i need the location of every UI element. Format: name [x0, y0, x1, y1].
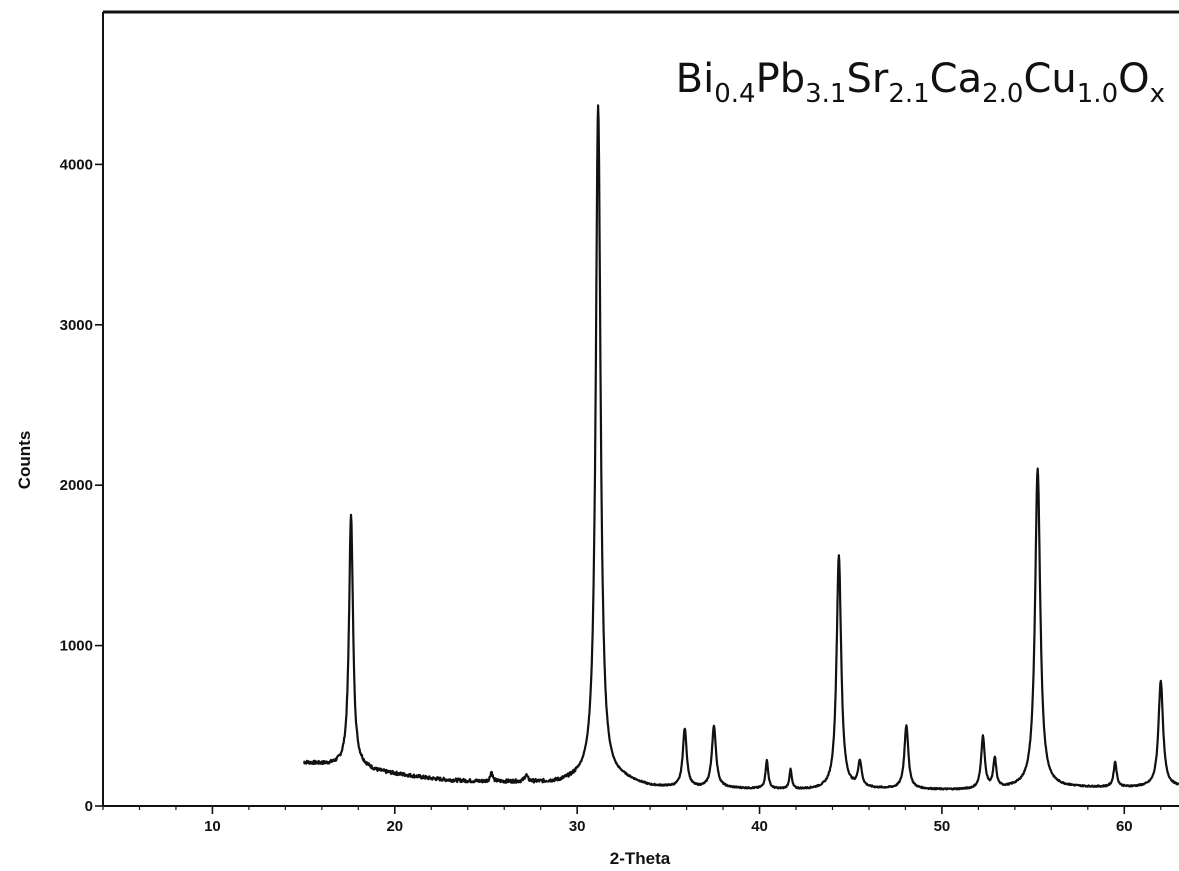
x-tick-label: 50	[934, 818, 951, 835]
x-tick-label: 60	[1116, 818, 1133, 835]
y-tick-label: 1000	[60, 638, 93, 655]
diffraction-pattern-line	[303, 104, 1179, 791]
y-tick-label: 2000	[60, 477, 93, 494]
compound-formula-annotation: Bi0.4Pb3.1Sr2.1Ca2.0Cu1.0Ox	[676, 56, 1165, 109]
y-tick-label: 4000	[60, 156, 93, 173]
x-axis-ticks: 10 20 30 40 50 60	[102, 806, 1162, 835]
x-axis-label: 2-Theta	[610, 849, 671, 868]
y-tick-label: 3000	[60, 317, 93, 334]
y-tick-label: 0	[85, 798, 93, 815]
y-axis-label: Counts	[15, 431, 34, 490]
x-tick-label: 40	[751, 818, 768, 835]
x-tick-label: 10	[204, 818, 221, 835]
plot-frame	[102, 10, 1179, 807]
x-tick-label: 20	[386, 818, 403, 835]
x-tick-label: 30	[569, 818, 586, 835]
y-axis-ticks: 0 1000 2000 3000 4000	[60, 156, 103, 815]
